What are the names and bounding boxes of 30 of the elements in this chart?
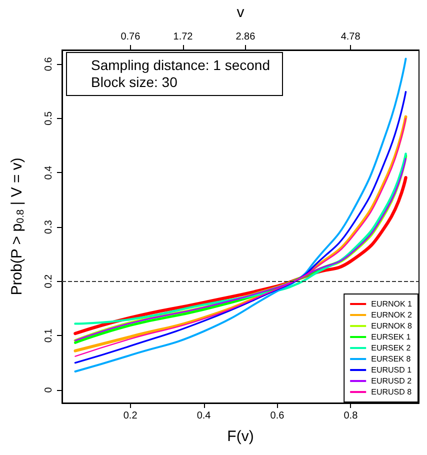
annotation: Sampling distance: 1 second <box>91 57 270 74</box>
x-tick-label: 0.6 <box>270 410 285 422</box>
legend-label: EURUSD 1 <box>371 366 412 374</box>
y-axis-title: Prob(P > p0.8 | V = v) <box>8 158 26 296</box>
x2-tick-label: 4.78 <box>340 32 361 42</box>
legend-label: EURUSD 2 <box>371 376 412 386</box>
x2-tick-label: 0.76 <box>120 32 141 42</box>
legend-label: EURNOK 2 <box>371 310 413 320</box>
note-box: Sampling distance: 1 second Block size: 30 <box>66 52 283 96</box>
legend-label: EURSEK 1 <box>371 332 412 342</box>
legend-label: EURUSD 8 <box>371 388 412 396</box>
y-tick-label: 0.2 <box>44 274 54 288</box>
x-tick-label: 0.4 <box>196 410 212 422</box>
legend-label: EURSEK 2 <box>371 344 412 352</box>
x2-axis-title: v <box>236 4 245 21</box>
x2-tick-label: 2.86 <box>236 32 256 42</box>
y-tick-label: 0.3 <box>44 220 54 234</box>
x-axis-title: F(v) <box>227 428 254 445</box>
y-tick-label: 0 <box>44 386 54 393</box>
annotation: Block size: 30 <box>91 74 178 91</box>
x2-tick-label: 1.72 <box>173 32 194 42</box>
legend-label: EURNOK 8 <box>371 322 413 330</box>
y-tick-label: 0.4 <box>44 165 54 180</box>
legend-label: EURNOK 1 <box>371 300 413 308</box>
y-tick-label: 0.6 <box>44 56 54 72</box>
x-tick-label: 0.2 <box>123 410 138 422</box>
legend-label: EURSEK 8 <box>371 354 412 364</box>
y-tick-label: 0.1 <box>44 328 54 343</box>
y-tick-label: 0.5 <box>44 111 54 126</box>
x-tick-label: 0.8 <box>344 410 358 422</box>
